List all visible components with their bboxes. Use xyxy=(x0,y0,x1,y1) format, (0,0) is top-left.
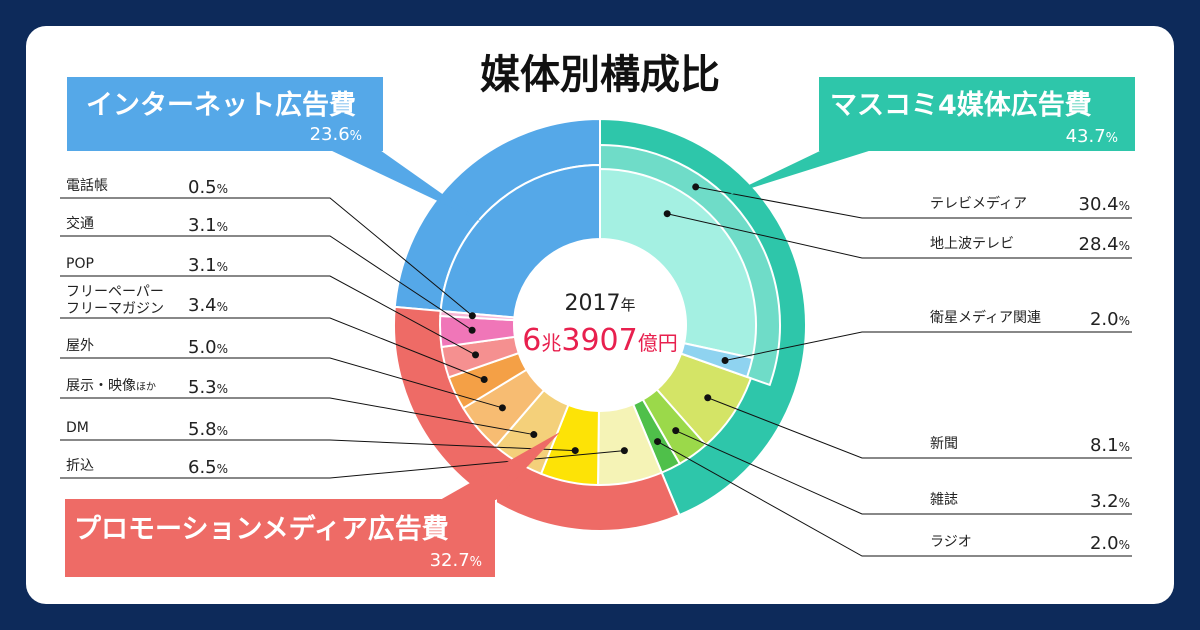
value-dm: 5.8% xyxy=(188,419,228,440)
callout-promotion-value: 32.7% xyxy=(430,550,482,571)
slice-terrestrial-tv xyxy=(599,167,757,360)
label-phonebook: 電話帳 xyxy=(66,177,108,194)
value-pop: 3.1% xyxy=(188,255,228,276)
leader-radio xyxy=(657,441,1132,557)
value-satellite: 2.0% xyxy=(1090,309,1130,330)
label-tv-media: テレビメディア xyxy=(930,195,1027,212)
callout-internet-name: インターネット広告費 xyxy=(86,89,356,121)
label-terrestrial-tv: 地上波テレビ xyxy=(930,236,1014,252)
label-newspaper: 新聞 xyxy=(930,436,958,452)
mass-media-labels: テレビメディア 30.4% 地上波テレビ 28.4% 衛星メディア関連 2.0%… xyxy=(930,194,1130,554)
callout-internet: インターネット広告費 23.6% xyxy=(65,75,482,222)
center-year: 2017年 xyxy=(564,291,635,316)
label-radio: ラジオ xyxy=(930,534,972,550)
leader-tv-media xyxy=(695,186,1132,219)
value-outdoor: 5.0% xyxy=(188,337,228,358)
leader-dm xyxy=(60,439,576,452)
label-outdoor: 屋外 xyxy=(66,338,94,354)
label-transit: 交通 xyxy=(66,215,94,232)
value-terrestrial-tv: 28.4% xyxy=(1079,234,1130,255)
callout-mass-media: マスコミ4媒体広告費 43.7% xyxy=(726,75,1137,196)
value-insert: 6.5% xyxy=(188,457,228,478)
label-dm: DM xyxy=(66,420,89,436)
label-pop: POP xyxy=(66,256,94,272)
label-satellite: 衛星メディア関連 xyxy=(930,309,1041,326)
leader-free-paper xyxy=(60,317,485,380)
label-exhibition: 展示・映像ほか xyxy=(66,378,156,394)
leader-newspaper xyxy=(707,397,1132,459)
value-tv-media: 30.4% xyxy=(1079,194,1130,215)
callout-promotion: プロモーションメディア広告費 32.7% xyxy=(63,432,560,579)
leader-terrestrial-tv xyxy=(667,213,1132,259)
value-newspaper: 8.1% xyxy=(1090,435,1130,456)
callout-promotion-name: プロモーションメディア広告費 xyxy=(74,513,449,545)
callout-mass-media-name: マスコミ4媒体広告費 xyxy=(830,89,1092,121)
leader-pop xyxy=(60,275,476,356)
label-free-paper-1: フリーペーパー xyxy=(66,284,164,300)
leader-transit xyxy=(60,235,473,331)
leader-exhibition xyxy=(60,397,534,436)
value-free-paper: 3.4% xyxy=(188,295,228,316)
label-free-paper-2: フリーマガジン xyxy=(66,301,164,317)
center-total: 6兆3907億円 xyxy=(522,323,677,358)
promotion-labels: 電話帳 0.5% 交通 3.1% POP 3.1% フリーペーパー フリーマガジ… xyxy=(66,177,228,478)
label-magazine: 雑誌 xyxy=(930,492,958,508)
value-radio: 2.0% xyxy=(1090,533,1130,554)
slice-internet-inner xyxy=(439,163,601,319)
callout-internet-value: 23.6% xyxy=(310,124,362,145)
chart-title: 媒体別構成比 xyxy=(480,52,720,98)
label-insert: 折込 xyxy=(66,458,94,474)
value-magazine: 3.2% xyxy=(1090,491,1130,512)
leader-magazine xyxy=(675,430,1132,515)
value-phonebook: 0.5% xyxy=(188,177,228,198)
slice-satellite xyxy=(679,342,754,379)
slice-phonebook xyxy=(439,309,516,322)
leader-satellite xyxy=(724,331,1132,361)
leader-phonebook xyxy=(60,197,473,317)
value-exhibition: 5.3% xyxy=(188,377,228,398)
leader-outdoor xyxy=(60,357,503,409)
callout-mass-media-value: 43.7% xyxy=(1066,126,1118,147)
value-transit: 3.1% xyxy=(188,215,228,236)
